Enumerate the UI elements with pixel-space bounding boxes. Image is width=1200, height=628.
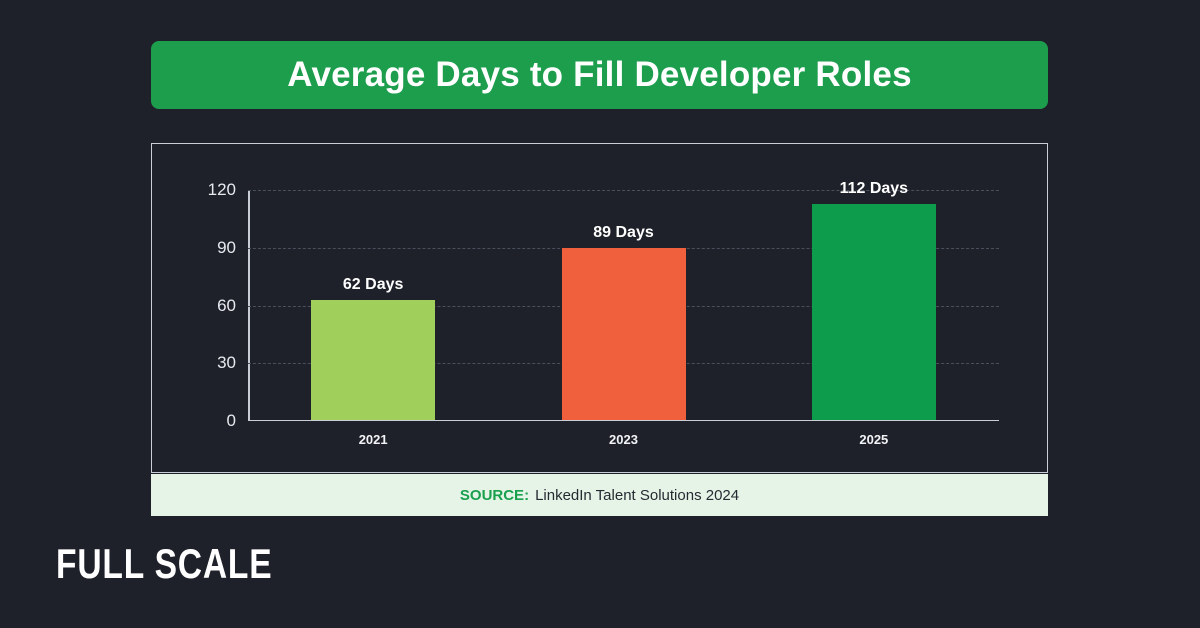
bar-value-label: 112 Days <box>839 179 909 197</box>
source-text: LinkedIn Talent Solutions 2024 <box>535 486 740 504</box>
y-axis-tick-label: 90 <box>217 237 236 257</box>
x-axis-tick-label: 2021 <box>358 431 388 447</box>
y-axis-tick-label: 0 <box>226 411 236 430</box>
bar-2023: 89 Days 2023 <box>561 224 686 447</box>
bar-value-label: 62 Days <box>342 276 404 294</box>
gridline <box>248 190 999 191</box>
y-axis-tick-label: 120 <box>207 180 236 199</box>
x-axis-tick-label: 2023 <box>609 431 638 447</box>
page-title: Average Days to Fill Developer Roles <box>287 55 912 94</box>
bar-2025: 112 Days 2025 <box>811 180 936 447</box>
source-label: SOURCE: <box>459 486 530 504</box>
source-footer: SOURCE: LinkedIn Talent Solutions 2024 <box>151 474 1048 516</box>
chart-plot-wrapper: 0 30 60 90 120 62 Days 2021 89 Days 2023 112 Days… <box>152 144 1047 472</box>
x-axis-tick-label: 2025 <box>859 431 889 447</box>
logo-text: FULL SCALE <box>56 540 273 587</box>
full-scale-logo: FULL SCALE <box>56 540 327 588</box>
bar-2021: 62 Days 2021 <box>311 276 436 447</box>
bar-chart-plot-area: 0 30 60 90 120 62 Days 2021 89 Days 2023 112 Days… <box>208 180 999 447</box>
x-axis-line <box>248 419 999 421</box>
chart-panel: 0 30 60 90 120 62 Days 2021 89 Days 2023 112 Days… <box>151 143 1048 473</box>
title-banner: Average Days to Fill Developer Roles <box>151 41 1048 109</box>
bar-value-label: 89 Days <box>593 224 654 242</box>
y-axis-tick-label: 30 <box>217 353 236 373</box>
y-axis-tick-label: 60 <box>217 295 236 315</box>
